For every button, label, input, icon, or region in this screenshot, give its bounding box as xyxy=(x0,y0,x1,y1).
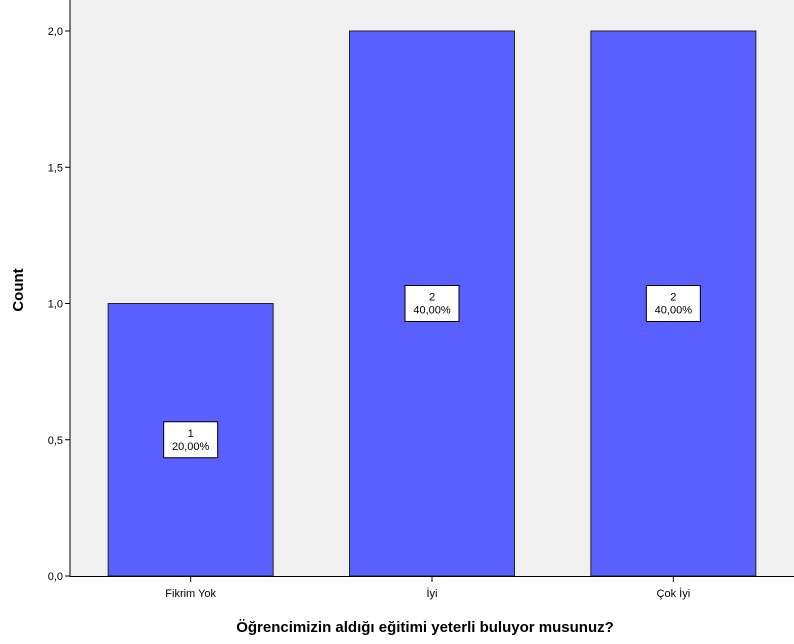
data-label-count: 1 xyxy=(188,428,194,440)
data-label-box xyxy=(163,421,219,459)
y-tick-label: 2,0 xyxy=(48,26,63,38)
data-label-box xyxy=(645,285,701,322)
y-tick-label: 1,5 xyxy=(48,162,63,174)
x-tick-label: Çok İyi xyxy=(657,587,691,600)
y-axis-title: Count xyxy=(10,268,27,311)
y-tick-label: 0,0 xyxy=(48,571,63,583)
x-ticks-layer: Fikrim Yok İyi Çok İyi xyxy=(165,577,690,600)
y-tick-label: 0,5 xyxy=(48,435,63,447)
data-label: 240,00% xyxy=(404,285,460,322)
data-label-percent: 40,00% xyxy=(655,305,693,317)
data-label-percent: 40,00% xyxy=(413,305,451,317)
data-label-count: 2 xyxy=(670,292,676,304)
x-tick-label: Fikrim Yok xyxy=(165,588,216,600)
data-labels-layer: 120,00%240,00%240,00% xyxy=(163,285,701,459)
data-label-box xyxy=(404,285,460,322)
data-label-percent: 20,00% xyxy=(172,441,210,453)
data-label: 120,00% xyxy=(163,421,219,459)
data-label: 240,00% xyxy=(645,285,701,322)
x-tick-label: İyi xyxy=(427,587,438,600)
data-label-count: 2 xyxy=(429,292,435,304)
y-ticks-layer: 0,0 0,5 1,0 1,5 2,0 xyxy=(48,26,70,583)
y-tick-label: 1,0 xyxy=(48,299,63,311)
x-axis-title: Öğrencimizin aldığı eğitimi yeterli bulu… xyxy=(236,619,614,636)
